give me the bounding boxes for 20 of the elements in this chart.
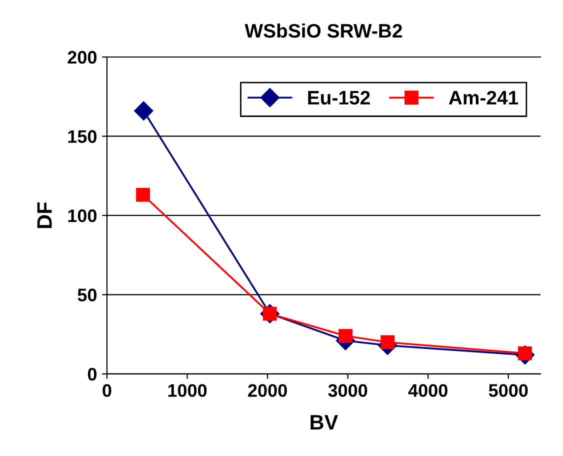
point [136, 188, 150, 202]
legend-label: Am-241 [448, 90, 518, 104]
legend-label: Eu-152 [308, 90, 370, 105]
y-tick-label: 0 [88, 368, 97, 381]
y-tick-label: 100 [68, 209, 97, 222]
y-axis-title: DF [37, 202, 52, 228]
x-tick-label: 0 [102, 384, 112, 397]
x-tick-label: 3000 [328, 384, 368, 397]
chart-title: WSbSiO SRW-B2 [244, 23, 402, 38]
point [134, 101, 154, 120]
x-axis-title: BV [310, 415, 338, 430]
y-tick-label: 50 [78, 288, 97, 302]
x-tick-label: 1000 [168, 384, 207, 397]
y-tick-label: 200 [68, 50, 97, 64]
x-tick-label: 4000 [408, 384, 448, 397]
x-tick-label: 2000 [248, 384, 287, 397]
y-tick-label: 150 [68, 130, 97, 143]
point [380, 335, 394, 350]
point [338, 328, 352, 343]
x-tick-label: 5000 [488, 384, 528, 397]
